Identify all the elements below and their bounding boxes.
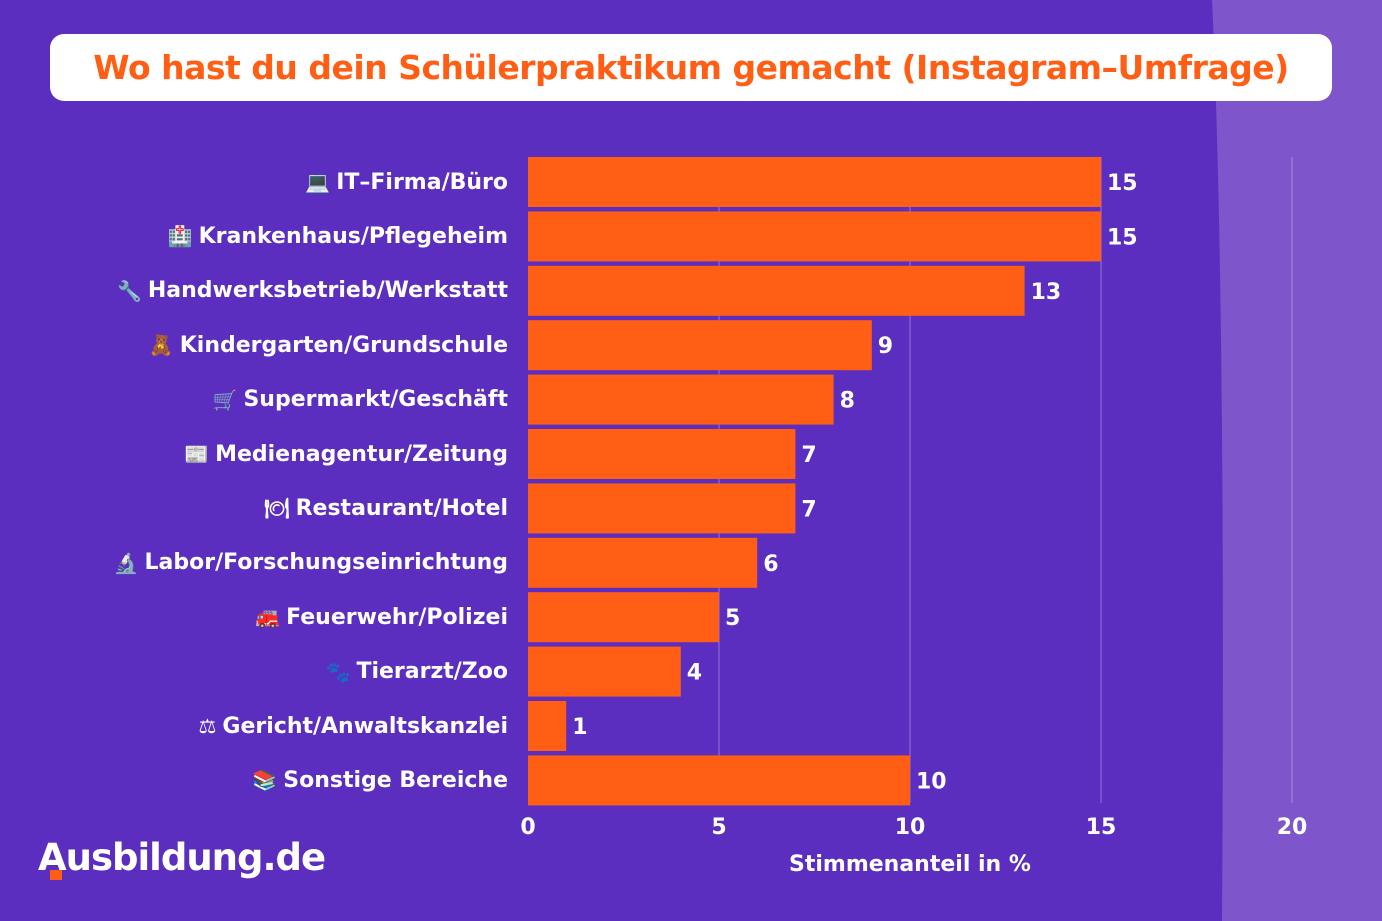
bar bbox=[528, 265, 1025, 316]
category-text: Restaurant/Hotel bbox=[295, 495, 508, 521]
plate-cutlery-icon: 🍽 bbox=[264, 496, 290, 521]
bar bbox=[528, 755, 910, 806]
data-label: 13 bbox=[1031, 280, 1062, 305]
category-text: Handwerksbetrieb/Werkstatt bbox=[147, 278, 508, 304]
data-label: 10 bbox=[916, 769, 947, 794]
x-tick-label: 10 bbox=[895, 815, 926, 840]
bar bbox=[528, 483, 796, 534]
category-text: Supermarkt/Geschäft bbox=[243, 387, 508, 413]
category-label: 💻 IT–Firma/Büro bbox=[305, 167, 508, 197]
ausbildung-logo: Ausbildung.de bbox=[38, 836, 326, 879]
shopping-cart-icon: 🛒 bbox=[212, 387, 238, 412]
bar bbox=[528, 592, 719, 643]
data-label: 7 bbox=[801, 497, 816, 522]
x-tick-label: 0 bbox=[520, 815, 535, 840]
hospital-icon: 🏥 bbox=[167, 224, 193, 249]
fire-engine-icon: 🚒 bbox=[255, 605, 281, 630]
teddy-bear-icon: 🧸 bbox=[148, 333, 174, 358]
category-text: Labor/Forschungseinrichtung bbox=[144, 550, 508, 576]
category-text: Gericht/Anwaltskanzlei bbox=[222, 713, 508, 739]
x-tick-label: 20 bbox=[1277, 815, 1308, 840]
x-axis-label: Stimmenanteil in % bbox=[789, 852, 1031, 877]
category-label: 📚 Sonstige Bereiche bbox=[252, 765, 508, 795]
category-text: Kindergarten/Grundschule bbox=[179, 332, 508, 358]
category-label: 🚒 Feuerwehr/Polizei bbox=[255, 602, 508, 632]
data-label: 9 bbox=[878, 334, 893, 359]
bar bbox=[528, 646, 681, 697]
category-label: 📰 Medienagentur/Zeitung bbox=[184, 439, 508, 469]
laptop-icon: 💻 bbox=[305, 170, 331, 194]
bar bbox=[528, 374, 834, 425]
category-text: Krankenhaus/Pflegeheim bbox=[198, 223, 508, 249]
wrench-icon: 🔧 bbox=[116, 278, 142, 303]
data-label: 6 bbox=[763, 552, 778, 577]
data-label: 1 bbox=[572, 715, 587, 740]
paw-prints-icon: 🐾 bbox=[325, 659, 351, 684]
category-label: 🧸 Kindergarten/Grundschule bbox=[149, 330, 508, 360]
category-label: 🔬 Labor/Forschungseinrichtung bbox=[114, 548, 508, 578]
newspaper-icon: 📰 bbox=[184, 442, 210, 466]
bar bbox=[528, 429, 796, 479]
title-box: Wo hast du dein Schülerpraktikum gemacht… bbox=[50, 34, 1332, 101]
category-text: Medienagentur/Zeitung bbox=[215, 441, 508, 467]
scales-icon: ⚖ bbox=[198, 714, 217, 738]
bar bbox=[528, 211, 1101, 262]
data-label: 15 bbox=[1107, 171, 1138, 196]
bar bbox=[528, 320, 872, 371]
data-label: 8 bbox=[840, 389, 855, 414]
category-label: 🍽 Restaurant/Hotel bbox=[264, 493, 508, 523]
bar bbox=[528, 537, 758, 588]
category-label: 🔧 Handwerksbetrieb/Werkstatt bbox=[117, 276, 508, 306]
bar bbox=[528, 157, 1101, 207]
data-label: 4 bbox=[687, 661, 702, 686]
data-label: 5 bbox=[725, 606, 740, 631]
category-text: Tierarzt/Zoo bbox=[356, 659, 508, 685]
category-label: ⚖ Gericht/Anwaltskanzlei bbox=[198, 711, 508, 741]
category-text: IT–Firma/Büro bbox=[336, 169, 508, 195]
category-text: Sonstige Bereiche bbox=[283, 767, 508, 793]
category-text: Feuerwehr/Polizei bbox=[286, 604, 508, 630]
logo-accent bbox=[50, 870, 62, 880]
category-label: 🐾 Tierarzt/Zoo bbox=[326, 657, 508, 687]
category-label: 🏥 Krankenhaus/Pflegeheim bbox=[168, 221, 508, 251]
x-tick-label: 5 bbox=[711, 815, 726, 840]
data-label: 7 bbox=[801, 443, 816, 468]
bar bbox=[528, 701, 567, 751]
x-tick-label: 15 bbox=[1086, 815, 1117, 840]
books-icon: 📚 bbox=[252, 768, 278, 793]
microscope-icon: 🔬 bbox=[113, 550, 139, 575]
category-label: 🛒 Supermarkt/Geschäft bbox=[213, 385, 508, 415]
data-label: 15 bbox=[1107, 225, 1138, 250]
chart-title: Wo hast du dein Schülerpraktikum gemacht… bbox=[93, 48, 1289, 87]
